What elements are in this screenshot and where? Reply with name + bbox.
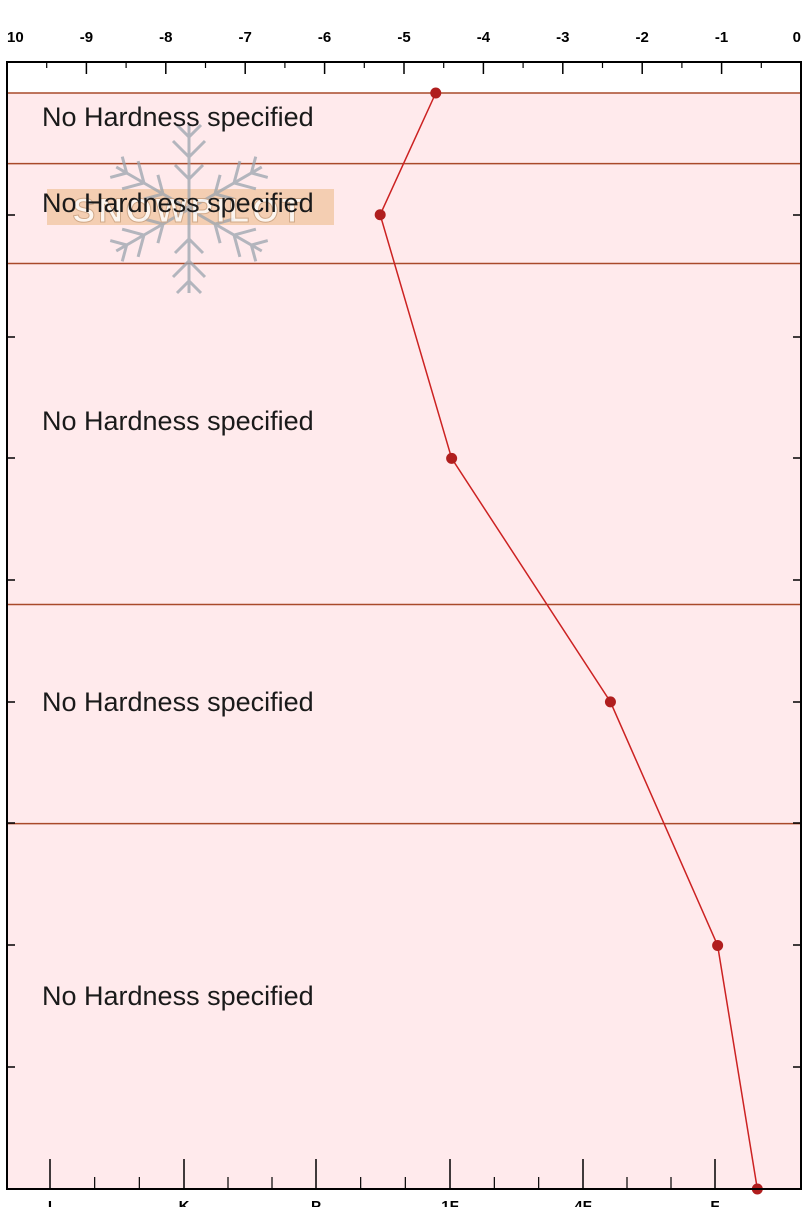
top-tick-label-6: -4 [477, 29, 491, 46]
series-line [379, 92, 759, 1190]
data-point-4 [712, 939, 724, 951]
layer-label-2: No Hardness specified [42, 406, 314, 436]
bottom-tick-label-2: P [311, 1198, 321, 1207]
bottom-tick-label-0: I [48, 1198, 52, 1207]
axes-group: 10 -9 -8 -7 -6 -5 -4 -3 -2 -1 0 I K P 1F 4F F [6, 29, 802, 1207]
top-tick-label-8: -2 [636, 29, 649, 46]
bottom-tick-label-4: 4F [574, 1198, 592, 1207]
top-tick-label-2: -8 [159, 29, 172, 46]
top-tick-label-0: 10 [7, 29, 24, 46]
data-point-0 [430, 87, 442, 99]
layer-labels: No Hardness specified No Hardness specifi… [42, 102, 314, 1011]
top-tick-label-10: 0 [793, 29, 801, 46]
series-group [374, 87, 763, 1195]
snowflake-logo-icon [109, 123, 269, 295]
bottom-tick-label-1: K [179, 1198, 190, 1207]
bottom-tick-label-5: F [710, 1198, 719, 1207]
top-tick-label-4: -6 [318, 29, 331, 46]
layer-label-0: No Hardness specified [42, 102, 314, 132]
data-point-2 [446, 452, 458, 464]
layer-label-4: No Hardness specified [42, 981, 314, 1011]
watermark-logo: SNOWPILOT [47, 123, 334, 295]
layer-label-3: No Hardness specified [42, 687, 314, 717]
top-tick-label-9: -1 [715, 29, 728, 46]
data-point-1 [374, 209, 386, 221]
plot-background [7, 93, 801, 1189]
data-point-3 [604, 696, 616, 708]
top-tick-label-1: -9 [80, 29, 93, 46]
watermark-text: SNOWPILOT [73, 192, 306, 230]
bottom-tick-label-3: 1F [441, 1198, 459, 1207]
top-tick-label-5: -5 [397, 29, 410, 46]
top-tick-label-3: -7 [239, 29, 252, 46]
top-tick-label-7: -3 [556, 29, 569, 46]
layer-label-1: No Hardness specified [42, 188, 314, 218]
